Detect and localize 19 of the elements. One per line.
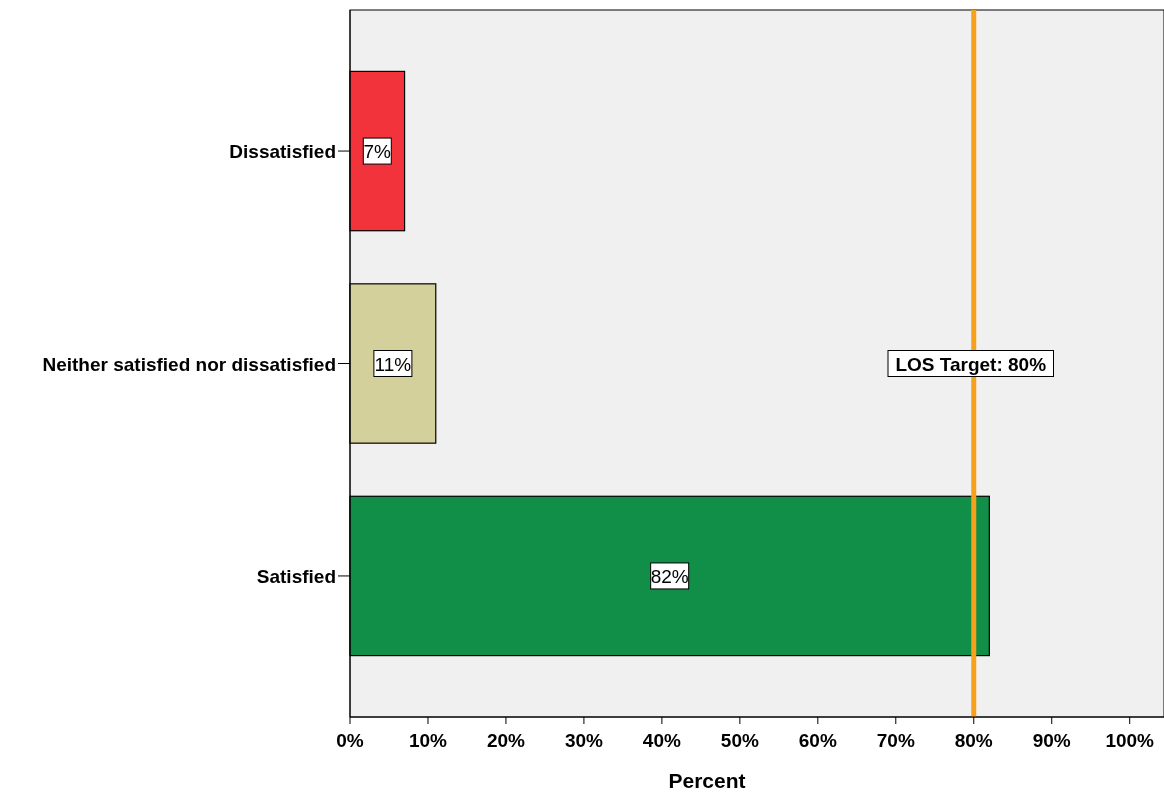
x-tick-label: 50% <box>720 730 759 751</box>
x-tick-label: 80% <box>954 730 993 751</box>
data-label: 82% <box>650 565 689 587</box>
x-tick-label: 60% <box>798 730 837 751</box>
data-label: 11% <box>374 353 412 375</box>
x-tick-label: 10% <box>408 730 448 751</box>
x-tick-label: 30% <box>564 730 604 751</box>
y-tick-label: Dissatisfied <box>229 141 336 163</box>
x-tick-label: 90% <box>1032 730 1071 751</box>
ref-line-label: LOS Target: 80% <box>895 353 1047 375</box>
data-label: 7% <box>363 141 392 163</box>
x-axis-title: Percent <box>668 769 746 792</box>
y-tick-label: Neither satisfied nor dissatisfied <box>42 353 336 375</box>
x-tick-label: 100% <box>1105 730 1155 751</box>
x-tick-label: 40% <box>642 730 681 751</box>
x-tick-label: 70% <box>876 730 915 751</box>
x-tick-label: 0% <box>336 730 364 751</box>
x-tick-label: 20% <box>486 730 526 751</box>
y-tick-label: Satisfied <box>256 565 336 587</box>
